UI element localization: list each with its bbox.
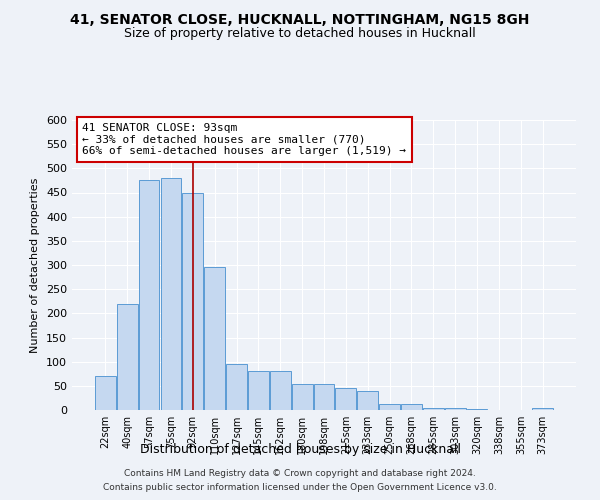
Bar	[423, 408, 444, 410]
Bar	[467, 409, 487, 410]
Bar	[379, 404, 400, 410]
Text: Contains public sector information licensed under the Open Government Licence v3: Contains public sector information licen…	[103, 484, 497, 492]
Bar	[532, 408, 553, 410]
Text: Size of property relative to detached houses in Hucknall: Size of property relative to detached ho…	[124, 28, 476, 40]
Bar	[161, 178, 181, 410]
Bar	[95, 376, 116, 410]
Bar	[182, 192, 203, 410]
Bar	[226, 364, 247, 410]
Bar	[204, 268, 225, 410]
Text: 41 SENATOR CLOSE: 93sqm
← 33% of detached houses are smaller (770)
66% of semi-d: 41 SENATOR CLOSE: 93sqm ← 33% of detache…	[82, 123, 406, 156]
Text: Contains HM Land Registry data © Crown copyright and database right 2024.: Contains HM Land Registry data © Crown c…	[124, 468, 476, 477]
Bar	[358, 390, 378, 410]
Bar	[292, 384, 313, 410]
Bar	[248, 372, 269, 410]
Text: Distribution of detached houses by size in Hucknall: Distribution of detached houses by size …	[139, 442, 461, 456]
Bar	[445, 408, 466, 410]
Bar	[335, 388, 356, 410]
Bar	[314, 384, 334, 410]
Bar	[117, 304, 137, 410]
Text: 41, SENATOR CLOSE, HUCKNALL, NOTTINGHAM, NG15 8GH: 41, SENATOR CLOSE, HUCKNALL, NOTTINGHAM,…	[70, 12, 530, 26]
Bar	[270, 372, 290, 410]
Bar	[139, 180, 160, 410]
Y-axis label: Number of detached properties: Number of detached properties	[31, 178, 40, 352]
Bar	[401, 404, 422, 410]
